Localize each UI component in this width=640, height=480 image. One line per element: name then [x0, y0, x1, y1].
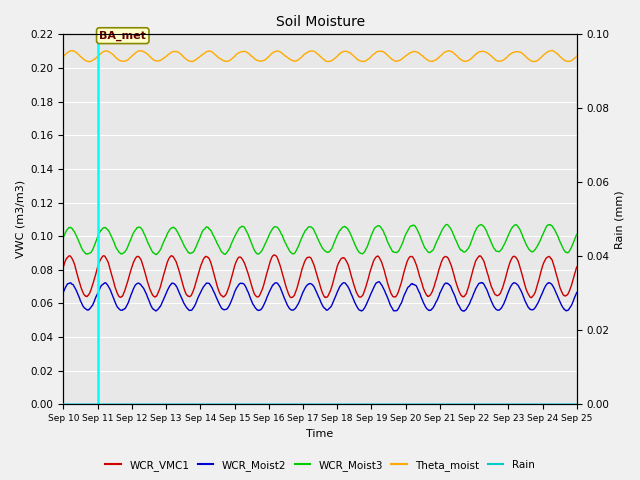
X-axis label: Time: Time	[307, 429, 333, 439]
Title: Soil Moisture: Soil Moisture	[275, 15, 365, 29]
Text: BA_met: BA_met	[99, 31, 146, 41]
Legend: WCR_VMC1, WCR_Moist2, WCR_Moist3, Theta_moist, Rain: WCR_VMC1, WCR_Moist2, WCR_Moist3, Theta_…	[101, 456, 539, 475]
Y-axis label: VWC (m3/m3): VWC (m3/m3)	[15, 180, 25, 258]
Y-axis label: Rain (mm): Rain (mm)	[615, 190, 625, 249]
